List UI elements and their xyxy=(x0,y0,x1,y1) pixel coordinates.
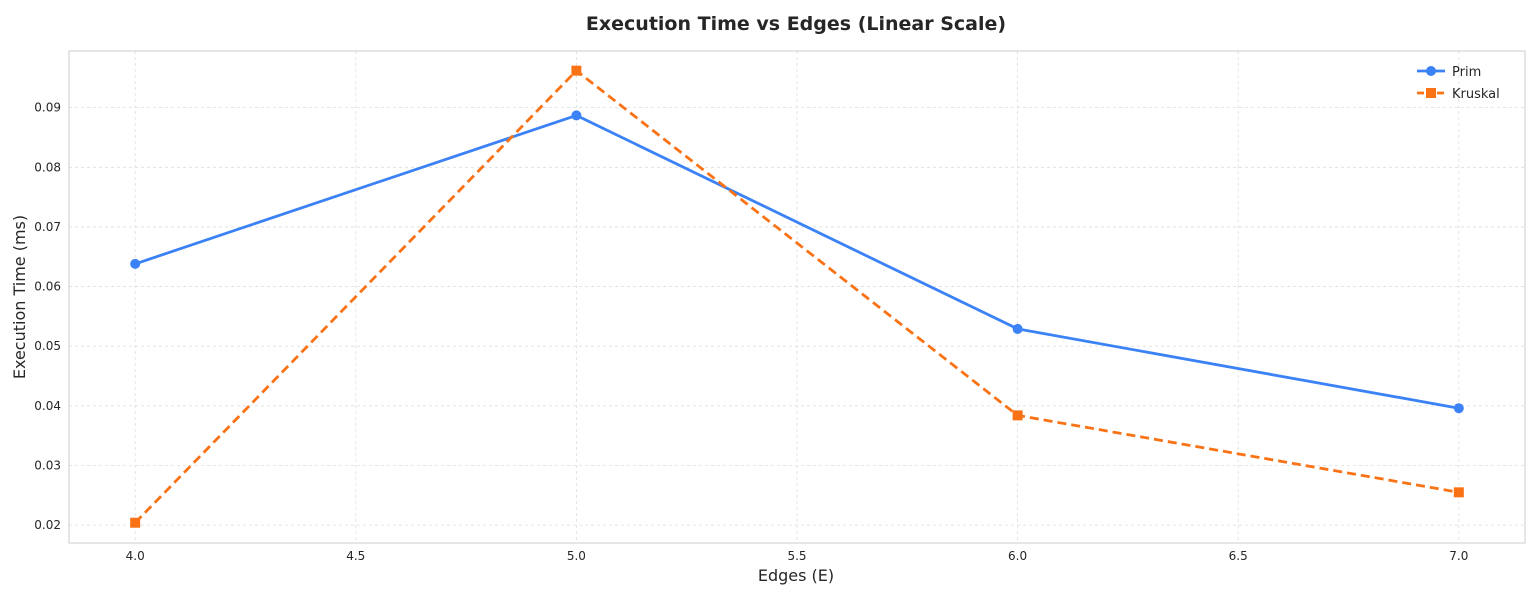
series-layer xyxy=(130,65,1464,528)
kruskal-line xyxy=(134,69,1460,524)
y-tick-label: 0.09 xyxy=(34,101,61,115)
kruskal-point xyxy=(571,65,582,76)
x-tick-label: 4.0 xyxy=(126,549,145,563)
series-kruskal xyxy=(130,65,1464,528)
x-axis-ticks: 4.0 4.5 5.0 5.5 6.0 6.5 7.0 xyxy=(126,549,1469,563)
legend: Prim Kruskal xyxy=(1417,65,1500,102)
y-tick-label: 0.08 xyxy=(34,160,61,174)
prim-point xyxy=(130,258,141,269)
y-tick-label: 0.05 xyxy=(34,339,61,353)
y-tick-label: 0.06 xyxy=(34,280,61,294)
series-prim xyxy=(130,110,1464,414)
legend-label: Kruskal xyxy=(1452,87,1500,102)
legend-marker xyxy=(1426,66,1436,76)
y-tick-label: 0.02 xyxy=(34,518,61,532)
legend-item-kruskal: Kruskal xyxy=(1417,87,1500,102)
y-tick-label: 0.03 xyxy=(34,458,61,472)
legend-item-prim: Prim xyxy=(1417,65,1481,80)
x-tick-label: 5.0 xyxy=(567,549,586,563)
y-axis-ticks: 0.02 0.03 0.04 0.05 0.06 0.07 0.08 0.09 xyxy=(34,101,61,532)
legend-marker xyxy=(1426,88,1436,98)
chart-title: Execution Time vs Edges (Linear Scale) xyxy=(586,13,1006,35)
legend-label: Prim xyxy=(1452,65,1481,80)
x-axis-label: Edges (E) xyxy=(758,566,834,585)
x-tick-label: 5.5 xyxy=(787,549,806,563)
kruskal-point xyxy=(1012,410,1023,421)
prim-point xyxy=(1453,403,1464,414)
plot-area-frame xyxy=(68,50,1526,544)
prim-point xyxy=(1012,323,1023,334)
prim-point xyxy=(571,110,582,121)
x-tick-label: 7.0 xyxy=(1449,549,1468,563)
x-tick-label: 4.5 xyxy=(346,549,365,563)
kruskal-point xyxy=(1453,487,1464,498)
y-gridlines xyxy=(69,107,1525,526)
x-gridlines xyxy=(134,51,1460,543)
y-tick-label: 0.07 xyxy=(34,220,61,234)
y-tick-label: 0.04 xyxy=(34,399,61,413)
y-axis-label: Execution Time (ms) xyxy=(10,215,29,379)
x-tick-label: 6.0 xyxy=(1008,549,1027,563)
x-tick-label: 6.5 xyxy=(1229,549,1248,563)
prim-line xyxy=(134,114,1460,410)
kruskal-point xyxy=(130,517,141,528)
